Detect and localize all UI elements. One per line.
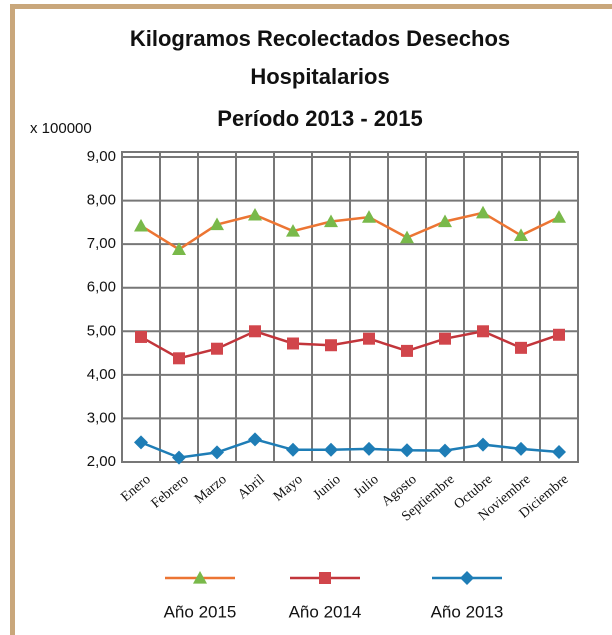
y-axis-label: x 100000	[30, 120, 92, 137]
marker	[362, 210, 376, 223]
chart-title: Kilogramos Recolectados Desechos Hospita…	[129, 26, 511, 89]
marker	[211, 342, 223, 355]
legend-label: Año 2014	[289, 602, 362, 621]
x-tick-label: Junio	[311, 472, 344, 503]
y-tick-label: 8,00	[87, 192, 116, 209]
y-tick-label: 7,00	[87, 235, 116, 252]
y-tick-label: 2,00	[87, 453, 116, 470]
marker	[173, 352, 185, 365]
marker	[286, 442, 300, 457]
marker	[287, 337, 299, 350]
marker	[210, 217, 224, 231]
chart-subtitle: Período 2013 - 2015	[217, 106, 423, 131]
marker	[400, 443, 414, 458]
marker	[249, 325, 261, 338]
marker	[552, 444, 566, 459]
marker	[476, 205, 490, 219]
marker	[172, 242, 186, 255]
legend-label: Año 2015	[164, 602, 237, 621]
marker	[135, 330, 147, 343]
marker	[514, 228, 528, 242]
x-tick-label: Abril	[235, 472, 267, 503]
series-line	[140, 438, 560, 459]
marker	[134, 218, 148, 232]
marker	[363, 332, 375, 345]
y-tick-label: 3,00	[87, 409, 116, 426]
x-tick-label: Marzo	[192, 472, 230, 507]
x-tick-label: Mayo	[271, 472, 306, 504]
marker	[134, 435, 148, 450]
marker	[172, 450, 186, 465]
marker	[248, 432, 262, 447]
marker	[514, 441, 528, 456]
marker	[248, 207, 262, 221]
marker	[324, 214, 338, 228]
marker	[553, 328, 565, 341]
marker	[362, 441, 376, 456]
marker	[476, 437, 490, 452]
marker	[515, 341, 527, 354]
marker	[552, 210, 566, 223]
frame	[10, 4, 612, 635]
x-tick-label: Febrero	[149, 472, 192, 511]
marker	[438, 214, 452, 228]
marker	[324, 442, 338, 457]
series-line	[140, 211, 560, 251]
marker	[401, 344, 413, 357]
marker	[400, 230, 414, 244]
y-tick-label: 9,00	[87, 148, 116, 165]
legend-label: Año 2013	[431, 602, 504, 621]
y-tick-label: 4,00	[87, 366, 116, 383]
y-tick-label: 6,00	[87, 279, 116, 296]
y-tick-label: 5,00	[87, 322, 116, 339]
marker	[286, 224, 300, 237]
legend-marker	[319, 572, 331, 584]
legend-marker	[193, 571, 207, 584]
series-line	[140, 329, 560, 360]
marker	[325, 339, 337, 352]
marker	[438, 443, 452, 458]
marker	[439, 332, 451, 345]
marker	[210, 445, 224, 460]
marker	[477, 325, 489, 338]
legend-marker	[460, 571, 474, 585]
x-tick-label: Julio	[351, 472, 382, 501]
